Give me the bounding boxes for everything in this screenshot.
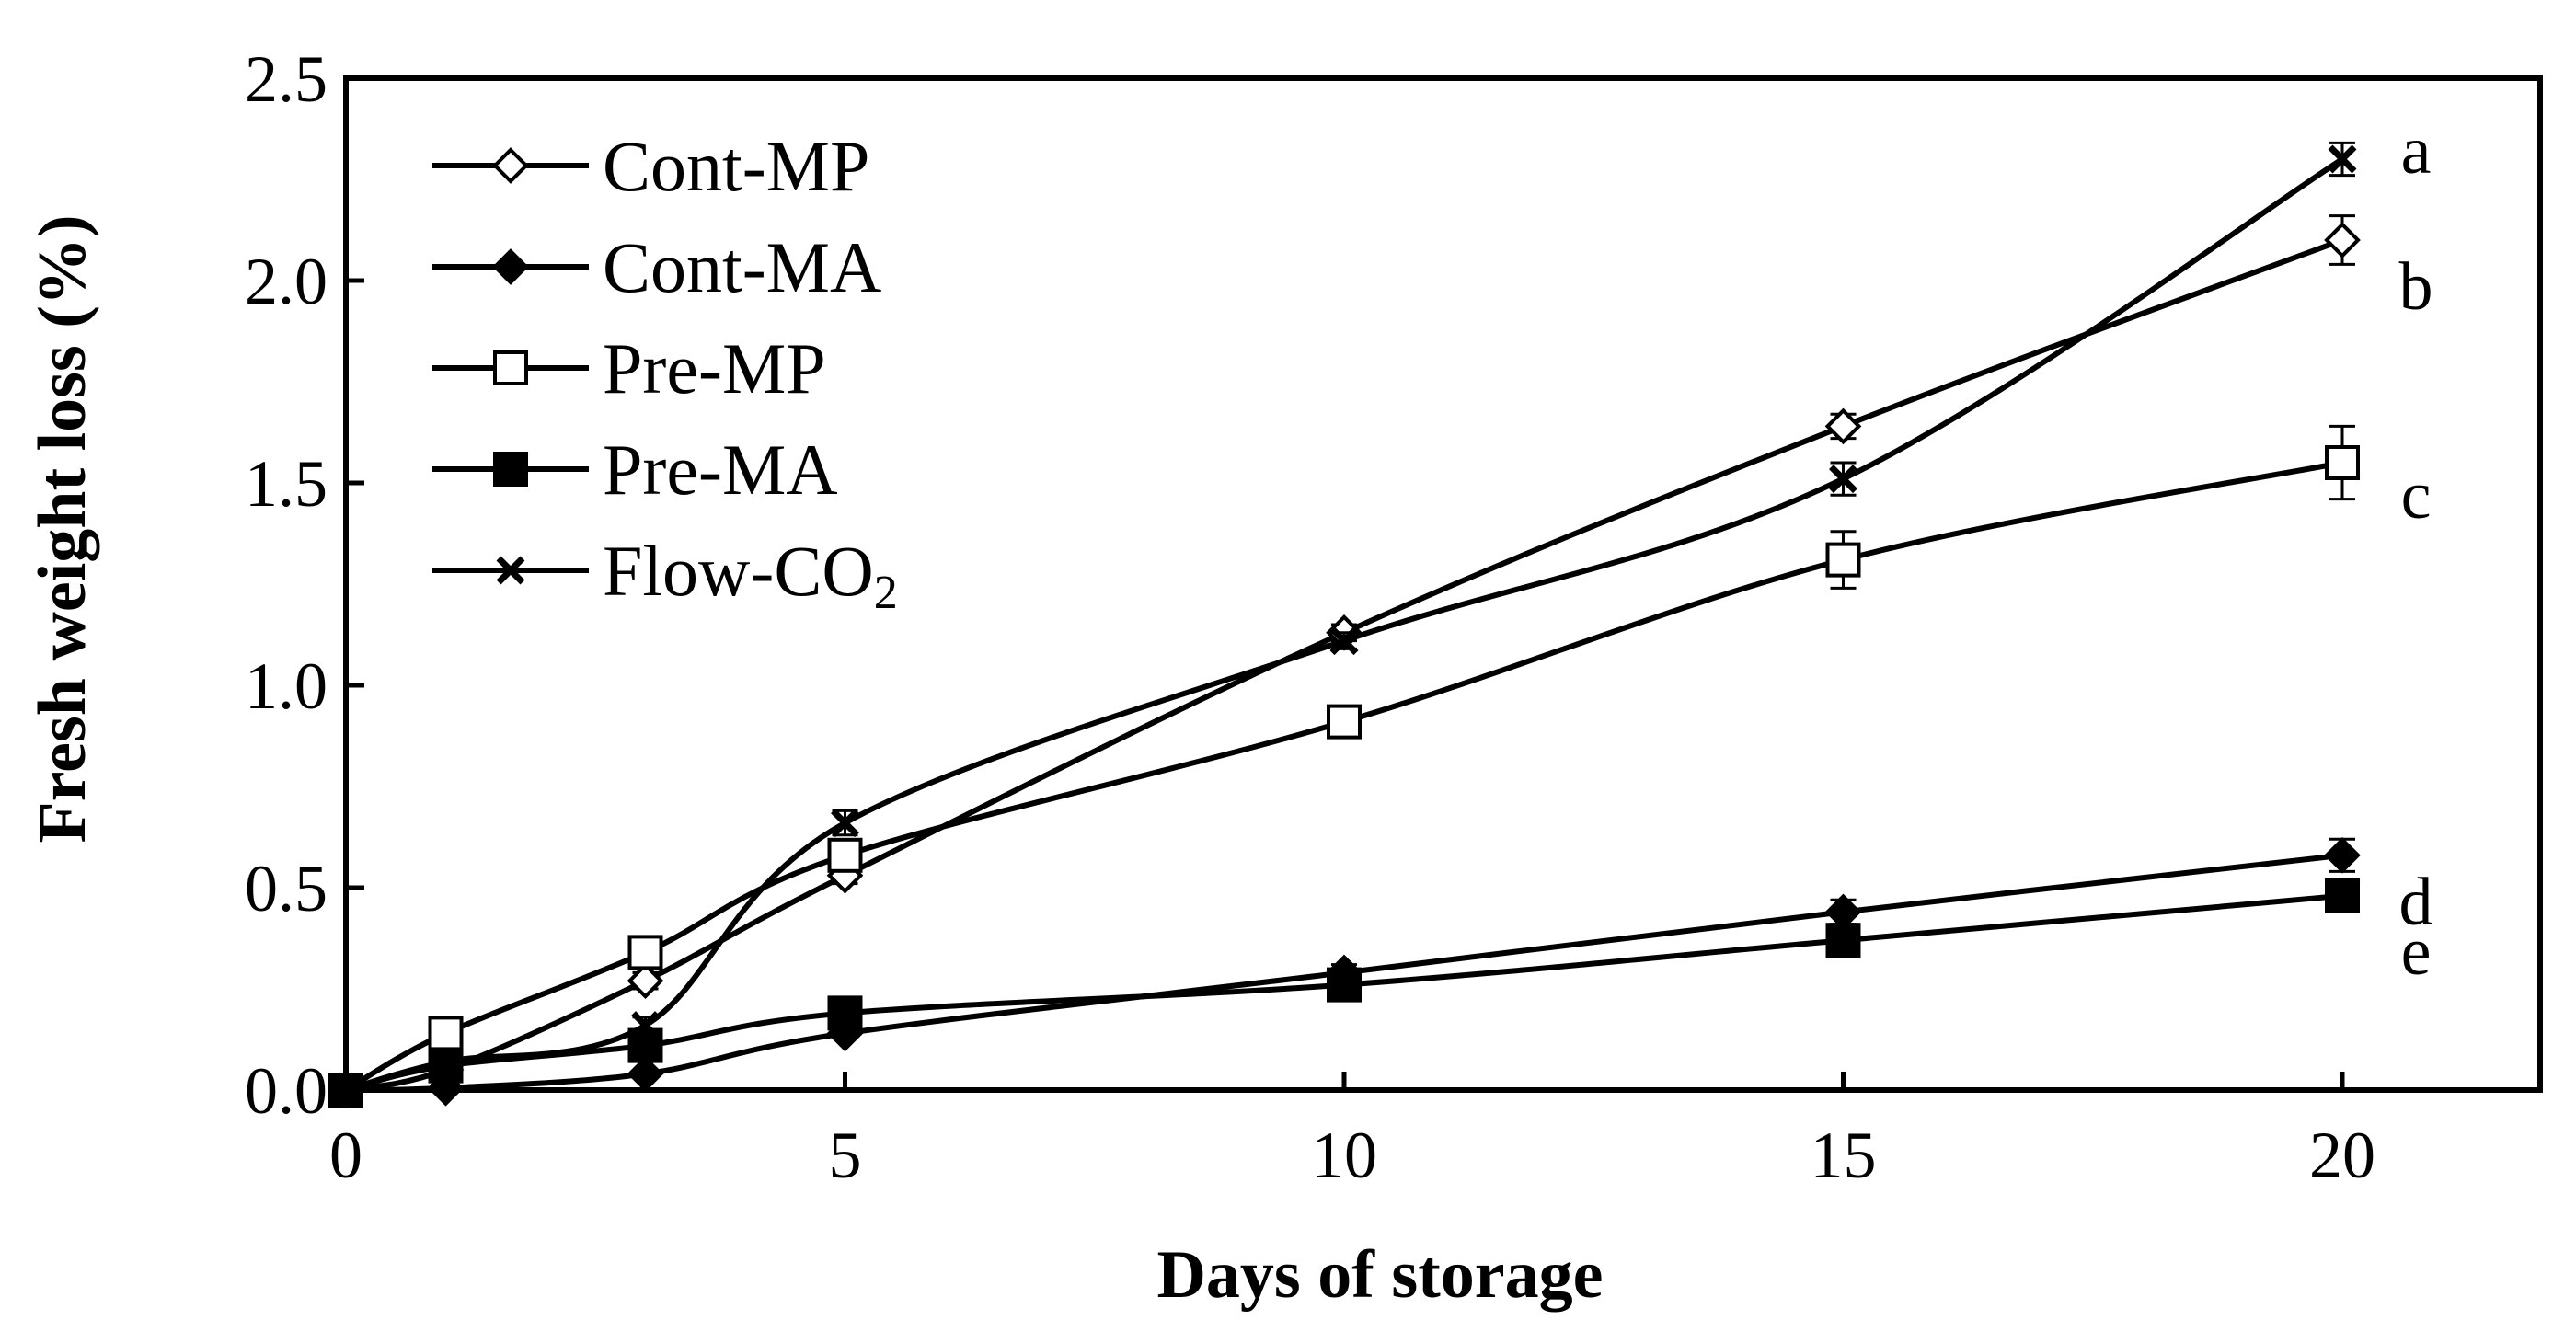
significance-label: d — [2399, 865, 2433, 940]
legend-item-pre-mp: Pre-MP — [432, 328, 826, 408]
legend-item-cont-ma: Cont-MA — [432, 227, 881, 307]
significance-label: e — [2401, 914, 2432, 990]
significance-label: a — [2401, 113, 2432, 189]
series-line — [345, 237, 2344, 1093]
data-marker — [492, 147, 529, 184]
data-marker — [827, 837, 863, 873]
data-marker — [1829, 465, 1857, 494]
data-marker — [493, 452, 528, 487]
data-marker — [331, 1075, 361, 1105]
data-marker — [2325, 878, 2360, 913]
series-line — [344, 460, 2343, 1093]
x-tick-label: 5 — [829, 1119, 862, 1192]
significance-label: c — [2401, 458, 2432, 534]
x-tick-label: 10 — [1311, 1119, 1377, 1192]
data-marker — [627, 962, 664, 1000]
legend-label: Cont-MA — [603, 227, 881, 307]
legend-subscript: 2 — [874, 567, 898, 619]
legend-label: Pre-MA — [603, 430, 838, 510]
y-tick-label: 1.0 — [245, 649, 328, 723]
x-tick-label: 15 — [1811, 1119, 1877, 1192]
plot-area-frame — [343, 75, 2543, 1093]
data-marker — [1824, 407, 1862, 445]
data-marker — [2325, 445, 2360, 480]
data-marker — [631, 1011, 660, 1040]
data-marker — [428, 1016, 464, 1051]
legend-label: Pre-MP — [603, 328, 826, 408]
data-marker — [493, 350, 528, 385]
data-marker — [1327, 967, 1362, 1003]
significance-label: b — [2399, 249, 2433, 325]
data-marker — [2324, 836, 2361, 874]
data-marker — [1825, 923, 1861, 958]
data-marker — [2328, 144, 2357, 174]
legend-item-flow-co: Flow-CO2 — [432, 531, 898, 619]
legend-item-pre-ma: Pre-MA — [432, 430, 838, 510]
data-marker — [1329, 626, 1359, 656]
x-tick-label: 0 — [329, 1119, 362, 1192]
data-marker — [496, 556, 525, 585]
data-marker — [1327, 704, 1362, 740]
y-tick-label: 0.5 — [245, 852, 328, 925]
y-tick-label: 0.0 — [245, 1054, 328, 1128]
series-flow-co: a — [331, 113, 2432, 1105]
legend-item-cont-mp: Cont-MP — [432, 126, 869, 206]
legend-label: Cont-MP — [603, 126, 869, 206]
series-line — [345, 156, 2344, 1093]
y-tick-label: 2.5 — [245, 42, 328, 116]
data-marker — [827, 995, 863, 1031]
data-marker — [627, 935, 663, 970]
axes: 0.0 0.5 1.0 1.5 2.0 2.5 0 5 10 15 20 — [245, 42, 2375, 1192]
data-marker — [431, 1047, 460, 1076]
data-marker — [627, 1055, 664, 1093]
y-tick-label: 1.5 — [245, 447, 328, 521]
x-tick-label: 20 — [2309, 1119, 2375, 1192]
series-lines: b d c e a — [328, 113, 2433, 1108]
x-axis-title: Days of storage — [1156, 1237, 1603, 1313]
data-marker — [831, 809, 859, 838]
y-tick-label: 2.0 — [245, 245, 328, 318]
data-marker — [492, 248, 529, 285]
data-marker — [2324, 222, 2361, 258]
series-pre-mp: c — [328, 424, 2432, 1108]
legend: Cont-MP Cont-MA Pre-MP Pre-MA Flow-CO2 — [432, 126, 898, 619]
legend-label: Flow-CO2 — [603, 531, 898, 619]
y-axis-title: Fresh weight loss (%) — [25, 214, 100, 843]
data-marker — [1825, 542, 1861, 578]
